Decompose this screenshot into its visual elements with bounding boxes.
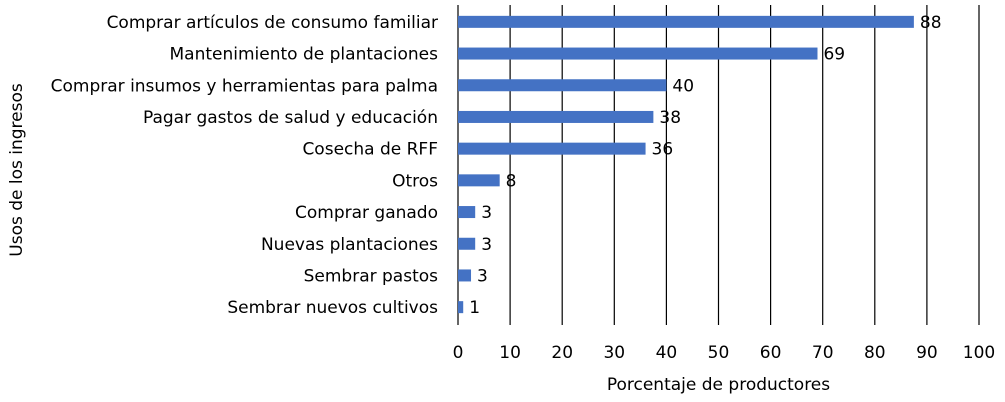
bar	[458, 269, 472, 282]
x-axis-title: Porcentaje de productores	[607, 375, 830, 395]
x-tick-label: 30	[603, 343, 625, 363]
x-tick-label: 70	[812, 343, 834, 363]
x-tick-label: 80	[864, 343, 886, 363]
data-label: 8	[506, 171, 517, 191]
data-label: 3	[481, 203, 492, 223]
category-label: Comprar artículos de consumo familiar	[107, 13, 438, 33]
data-label: 69	[823, 45, 845, 65]
bar	[458, 237, 476, 250]
data-label: 88	[920, 13, 942, 33]
x-tick-label: 50	[708, 343, 730, 363]
bar	[458, 47, 818, 60]
x-tick-label: 90	[916, 343, 938, 363]
category-label: Nuevas plantaciones	[261, 235, 438, 255]
bar	[458, 110, 654, 123]
category-label: Sembrar nuevos cultivos	[227, 298, 438, 318]
category-label: Comprar ganado	[295, 203, 438, 223]
data-label: 3	[477, 266, 488, 286]
data-label: 36	[652, 140, 674, 160]
bar	[458, 301, 464, 314]
category-labels: Comprar artículos de consumo familiar Man…	[51, 13, 439, 318]
category-label: Sembrar pastos	[304, 266, 439, 286]
x-tick-label: 0	[453, 343, 464, 363]
x-tick-label: 10	[499, 343, 521, 363]
category-label: Comprar insumos y herramientas para palm…	[51, 76, 438, 96]
x-tick-label: 60	[760, 343, 782, 363]
bar	[458, 174, 500, 187]
bar	[458, 206, 476, 219]
x-tick-label: 100	[963, 343, 995, 363]
category-label: Otros	[392, 171, 438, 191]
category-label: Mantenimiento de plantaciones	[170, 45, 439, 65]
x-tick-labels: 0 10 20 30 40 50 60 70 80 90 100	[453, 343, 996, 363]
category-label: Cosecha de RFF	[302, 140, 438, 160]
category-label: Pagar gastos de salud y educación	[143, 108, 438, 128]
data-label: 1	[469, 298, 480, 318]
bars	[458, 15, 914, 314]
data-label: 38	[659, 108, 681, 128]
x-tick-label: 20	[551, 343, 573, 363]
y-axis-title: Usos de los ingresos	[7, 83, 27, 257]
bar	[458, 79, 667, 92]
data-label: 3	[481, 235, 492, 255]
bar	[458, 142, 646, 155]
bar	[458, 15, 914, 28]
data-label: 40	[672, 76, 694, 96]
x-tick-label: 40	[656, 343, 678, 363]
